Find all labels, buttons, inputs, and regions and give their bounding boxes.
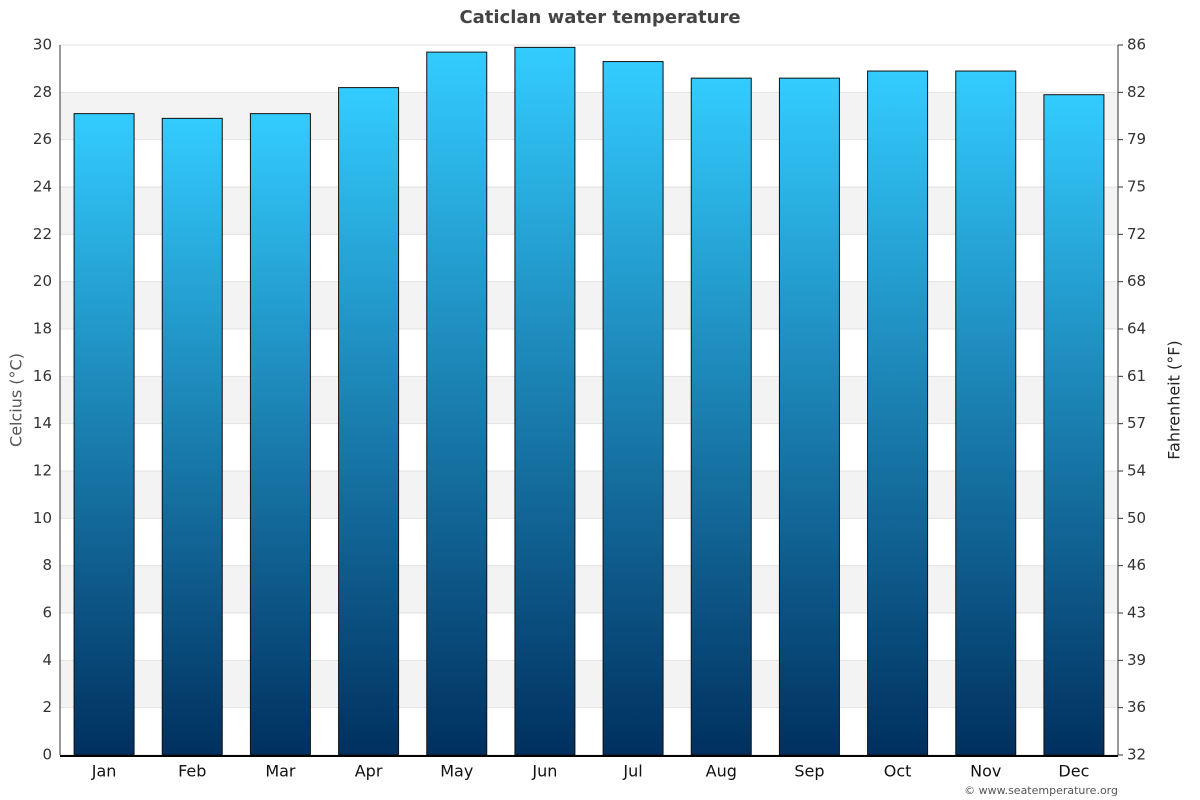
grid-band bbox=[60, 376, 1118, 424]
y2-tick-label: 32 bbox=[1127, 746, 1146, 764]
y2-tick-label: 82 bbox=[1127, 83, 1146, 101]
y-tick-label: 14 bbox=[33, 414, 52, 432]
y-tick-label: 22 bbox=[33, 225, 52, 243]
x-tick-label: Oct bbox=[884, 762, 912, 781]
x-tick-label: May bbox=[440, 762, 473, 781]
y-tick-label: 16 bbox=[33, 367, 52, 385]
y-tick-label: 12 bbox=[33, 462, 52, 480]
bar bbox=[161, 117, 223, 756]
x-tick-label: Feb bbox=[178, 762, 206, 781]
bar bbox=[690, 77, 752, 756]
grid-band bbox=[60, 471, 1118, 519]
bar bbox=[249, 113, 311, 756]
y2-tick-label: 79 bbox=[1127, 130, 1146, 148]
credit: © www.seatemperature.org bbox=[964, 784, 1118, 797]
y2-tick-label: 72 bbox=[1127, 225, 1146, 243]
y2-tick-label: 43 bbox=[1127, 604, 1146, 622]
x-tick-label: Apr bbox=[355, 762, 383, 781]
bar bbox=[338, 87, 400, 756]
y2-axis-label: Fahrenheit (°F) bbox=[1165, 340, 1184, 459]
bar bbox=[778, 77, 840, 756]
y-tick-label: 30 bbox=[33, 36, 52, 54]
y-tick-label: 8 bbox=[42, 556, 52, 574]
bar bbox=[955, 70, 1017, 756]
y2-tick-label: 75 bbox=[1127, 178, 1146, 196]
grid-band bbox=[60, 281, 1118, 329]
grid-band bbox=[60, 565, 1118, 613]
y-tick-label: 2 bbox=[42, 698, 52, 716]
y2-tick-label: 68 bbox=[1127, 272, 1146, 290]
grid-band bbox=[60, 187, 1118, 235]
y-tick-label: 20 bbox=[33, 272, 52, 290]
x-tick-label: Jan bbox=[91, 762, 117, 781]
bar bbox=[1043, 94, 1105, 756]
y2-tick-label: 61 bbox=[1127, 367, 1146, 385]
grid-band bbox=[60, 92, 1118, 140]
x-tick-label: Jul bbox=[622, 762, 642, 781]
chart-title: Caticlan water temperature bbox=[459, 7, 740, 28]
x-tick-label: Mar bbox=[265, 762, 296, 781]
y-tick-label: 28 bbox=[33, 83, 52, 101]
y2-tick-label: 46 bbox=[1127, 556, 1146, 574]
y2-tick-label: 64 bbox=[1127, 320, 1146, 338]
y2-tick-label: 39 bbox=[1127, 651, 1146, 669]
y-tick-label: 10 bbox=[33, 509, 52, 527]
grid-band bbox=[60, 660, 1118, 708]
y-tick-label: 4 bbox=[42, 651, 52, 669]
x-tick-label: Jun bbox=[531, 762, 557, 781]
y-tick-label: 26 bbox=[33, 130, 52, 148]
x-tick-label: Nov bbox=[970, 762, 1001, 781]
bar bbox=[426, 51, 488, 756]
bar bbox=[602, 61, 664, 756]
y-tick-label: 24 bbox=[33, 178, 52, 196]
x-tick-label: Sep bbox=[794, 762, 824, 781]
y2-tick-label: 54 bbox=[1127, 462, 1146, 480]
y2-tick-label: 50 bbox=[1127, 509, 1146, 527]
y2-tick-label: 57 bbox=[1127, 414, 1146, 432]
y-axis-label: Celcius (°C) bbox=[7, 353, 26, 447]
y-tick-label: 6 bbox=[42, 604, 52, 622]
y2-tick-label: 36 bbox=[1127, 698, 1146, 716]
bar bbox=[514, 46, 576, 756]
y-tick-label: 18 bbox=[33, 320, 52, 338]
x-tick-label: Aug bbox=[706, 762, 737, 781]
x-tick-label: Dec bbox=[1058, 762, 1089, 781]
y2-tick-label: 86 bbox=[1127, 36, 1146, 54]
bar bbox=[73, 113, 135, 756]
y-tick-label: 0 bbox=[42, 746, 52, 764]
bar bbox=[867, 70, 929, 756]
